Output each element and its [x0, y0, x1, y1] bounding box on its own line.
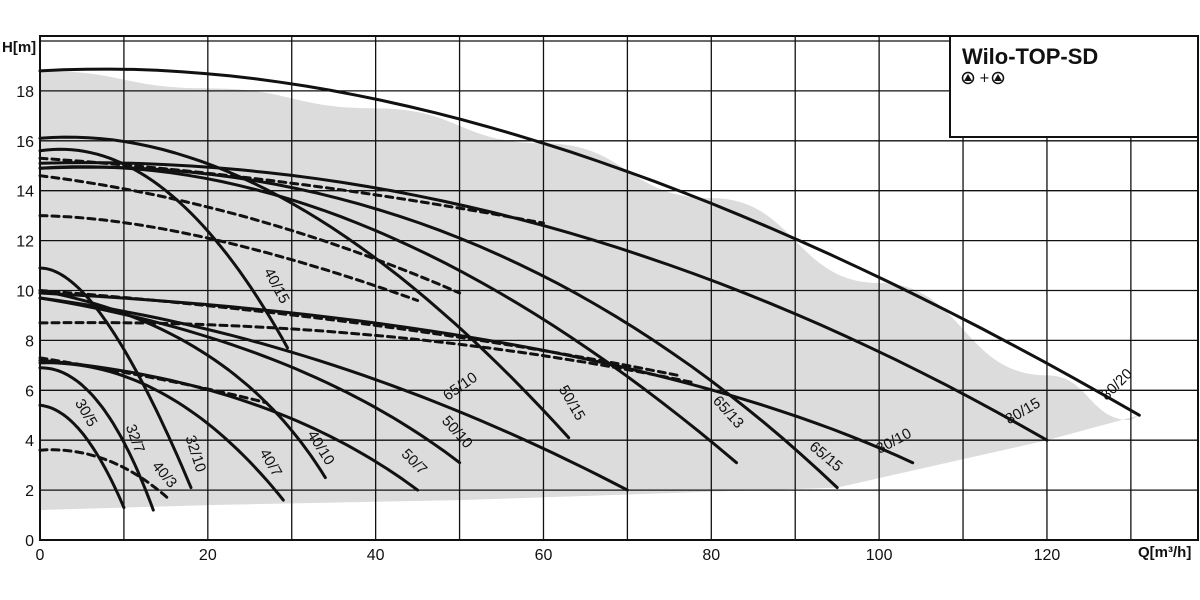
- y-tick-label: 2: [25, 483, 34, 500]
- y-tick-label: 4: [25, 433, 34, 450]
- y-tick-label: 12: [16, 234, 34, 251]
- series-line-dashed-16: [38, 156, 545, 225]
- series-line-80-20: [38, 67, 1141, 417]
- series-line-80-15: [38, 161, 1049, 442]
- x-tick-label: 80: [702, 547, 720, 564]
- series-line-dashed-18: [38, 214, 420, 302]
- chart-title: Wilo-TOP-SD: [962, 44, 1098, 69]
- pump-plus: +: [979, 71, 990, 86]
- series-line-dashed-21: [38, 356, 269, 405]
- x-axis-label: Q[m³/h]: [1138, 544, 1191, 561]
- x-tick-label: 40: [367, 547, 385, 564]
- title-box: [949, 35, 1199, 138]
- y-tick-label: 16: [16, 134, 34, 151]
- x-tick-label: 60: [535, 547, 553, 564]
- y-tick-label: 0: [25, 533, 34, 550]
- series-line-40-10: [38, 289, 327, 480]
- y-axis-label: H[m]: [2, 39, 36, 56]
- pump-icon: [961, 71, 975, 85]
- x-tick-label: 100: [866, 547, 893, 564]
- series-line-40-15: [38, 147, 289, 350]
- series-line-32-7: [38, 366, 155, 512]
- y-tick-label: 10: [16, 283, 34, 300]
- y-tick-label: 14: [16, 184, 34, 201]
- series-line-dashed-20: [38, 321, 696, 385]
- series-line-40-3: [38, 448, 172, 502]
- x-tick-label: 0: [36, 547, 45, 564]
- y-tick-label: 8: [25, 333, 34, 350]
- series-line-dashed-17: [38, 174, 462, 295]
- pump-icon: [991, 71, 1005, 85]
- y-tick-label: 6: [25, 383, 34, 400]
- series-line-30-5: [38, 403, 126, 510]
- plot-frame: [39, 35, 1199, 541]
- y-tick-label: 18: [16, 84, 34, 101]
- series-line-65-10: [38, 296, 629, 492]
- pump-symbols: +: [961, 71, 1005, 86]
- series-line-50-10: [38, 296, 462, 465]
- x-tick-label: 120: [1034, 547, 1061, 564]
- x-tick-label: 20: [199, 547, 217, 564]
- series-line-dashed-19: [38, 289, 680, 377]
